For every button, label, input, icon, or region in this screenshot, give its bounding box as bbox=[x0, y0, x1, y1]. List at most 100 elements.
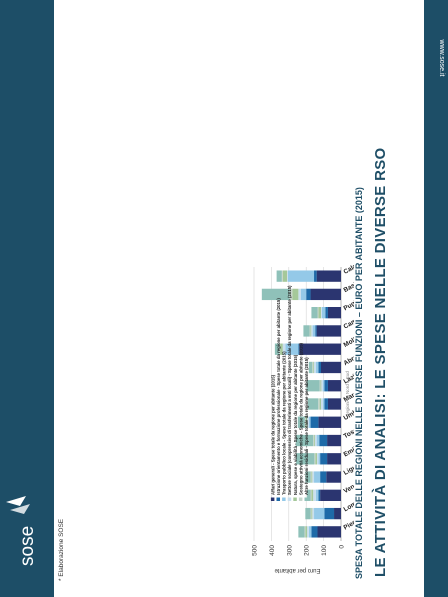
bar-segment bbox=[310, 507, 312, 520]
bar-segment bbox=[305, 416, 308, 428]
bar-segment bbox=[289, 288, 293, 301]
bar-segment bbox=[320, 398, 323, 410]
legend-swatch bbox=[304, 497, 308, 501]
bar-segment bbox=[305, 526, 308, 538]
bar-segment bbox=[327, 398, 342, 410]
x-axis-label: Regioni da Nord a Sud bbox=[345, 371, 350, 417]
bar-segment bbox=[321, 380, 323, 392]
bar-segment bbox=[327, 380, 342, 392]
bar-segment bbox=[319, 434, 328, 447]
footnote: * Elaborazione SOSE bbox=[58, 518, 65, 581]
bar-segment bbox=[320, 361, 341, 374]
legend-swatch bbox=[298, 497, 303, 501]
bar-segment bbox=[312, 507, 315, 520]
bar-segment bbox=[313, 361, 315, 374]
legend-swatch bbox=[270, 497, 275, 501]
bar-segment bbox=[280, 343, 283, 355]
bar-segment bbox=[318, 416, 342, 428]
bar-segment bbox=[314, 434, 317, 447]
bar-segment bbox=[307, 398, 319, 410]
bar-segment bbox=[314, 471, 321, 483]
bar-segment bbox=[327, 453, 341, 465]
legend-swatch bbox=[282, 497, 286, 501]
bar-segment bbox=[327, 434, 341, 447]
bar-segment bbox=[308, 361, 313, 374]
right-band-content: www.sose.it bbox=[438, 39, 445, 77]
bar-segment bbox=[306, 380, 320, 392]
bar-segment bbox=[310, 288, 341, 301]
bar-segment bbox=[326, 471, 341, 483]
x-tick-label: Marche bbox=[343, 386, 355, 404]
bar-segment bbox=[298, 526, 305, 538]
bar-segment bbox=[310, 325, 312, 337]
bar-segment bbox=[315, 325, 317, 337]
bar-segment bbox=[287, 270, 288, 282]
bar-segment bbox=[314, 434, 315, 447]
bar-segment bbox=[322, 380, 325, 392]
y-tick-label: 400 bbox=[269, 545, 276, 556]
website-label: www.sose.it bbox=[438, 39, 445, 77]
sose-logo: sose bbox=[17, 526, 38, 566]
y-tick-label: 100 bbox=[321, 545, 328, 556]
bar-segment bbox=[311, 526, 318, 538]
bar-segment bbox=[312, 361, 314, 374]
bar-segment bbox=[295, 434, 314, 447]
bar-segment bbox=[318, 398, 320, 410]
brand-sidebar bbox=[0, 0, 54, 597]
y-tick-label: 300 bbox=[286, 545, 293, 556]
legend-swatch bbox=[287, 497, 292, 501]
bar-segment bbox=[316, 453, 319, 465]
bar-segment bbox=[327, 307, 342, 319]
bar-segment bbox=[320, 489, 341, 501]
legend-entry: Istruzione orientamento e formazione pro… bbox=[276, 298, 281, 495]
bar-segment bbox=[322, 398, 325, 410]
legend-entry: Affari generali - Spese totale da region… bbox=[270, 374, 275, 495]
bar-segment bbox=[311, 307, 318, 319]
x-tick-label: Campania bbox=[343, 309, 355, 331]
x-tick-label: Basilicata bbox=[343, 273, 355, 294]
bar-segment bbox=[314, 507, 325, 520]
bar-segment bbox=[321, 307, 326, 319]
bar-segment bbox=[308, 526, 312, 538]
bar-segment bbox=[303, 325, 310, 337]
bar-segment bbox=[281, 270, 283, 282]
bar-segment bbox=[313, 434, 315, 447]
x-tick-label: Calabria bbox=[343, 257, 355, 276]
bar-segment bbox=[315, 453, 317, 465]
bar-segment bbox=[282, 343, 286, 355]
bar-segment bbox=[313, 489, 316, 501]
bar-segment bbox=[317, 307, 319, 319]
bar-segment bbox=[298, 288, 301, 301]
y-tick-label: 500 bbox=[252, 545, 259, 556]
bar-segment bbox=[325, 307, 328, 319]
bar-segment bbox=[314, 270, 317, 282]
x-tick-label: Abruzzo bbox=[343, 348, 355, 367]
legend-entry: Settore sociale (comprensivo di trasferi… bbox=[287, 285, 292, 495]
bar-segment bbox=[318, 453, 321, 465]
bar-segment bbox=[287, 270, 315, 282]
bar-segment bbox=[315, 361, 319, 374]
bar-segment bbox=[320, 307, 322, 319]
bar-segment bbox=[308, 416, 311, 428]
bar-segment bbox=[310, 416, 319, 428]
y-tick-label: 200 bbox=[304, 545, 311, 556]
slide-content: LE ATTIVITÀ DI ANALISI: LE SPESE NELLE D… bbox=[54, 0, 424, 597]
bar-segment bbox=[261, 288, 290, 301]
bar-segment bbox=[311, 325, 313, 337]
bar-segment bbox=[314, 453, 316, 465]
legend-swatch bbox=[293, 497, 297, 501]
bar-segment bbox=[285, 343, 299, 355]
bar-segment bbox=[320, 380, 322, 392]
bar-segment bbox=[282, 270, 288, 282]
x-tick-label: Puglia bbox=[343, 296, 355, 312]
legend-entry: Natura, spese e viabilità - Spese totale… bbox=[293, 354, 298, 495]
bar-segment bbox=[312, 471, 315, 483]
bar-segment bbox=[318, 489, 321, 501]
bar-segment bbox=[311, 471, 313, 483]
bar-segment bbox=[334, 507, 342, 520]
x-tick-label: Umbria bbox=[343, 405, 355, 422]
bar-segment bbox=[309, 325, 311, 337]
bar-segment bbox=[317, 526, 342, 538]
bar-segment bbox=[298, 343, 300, 355]
